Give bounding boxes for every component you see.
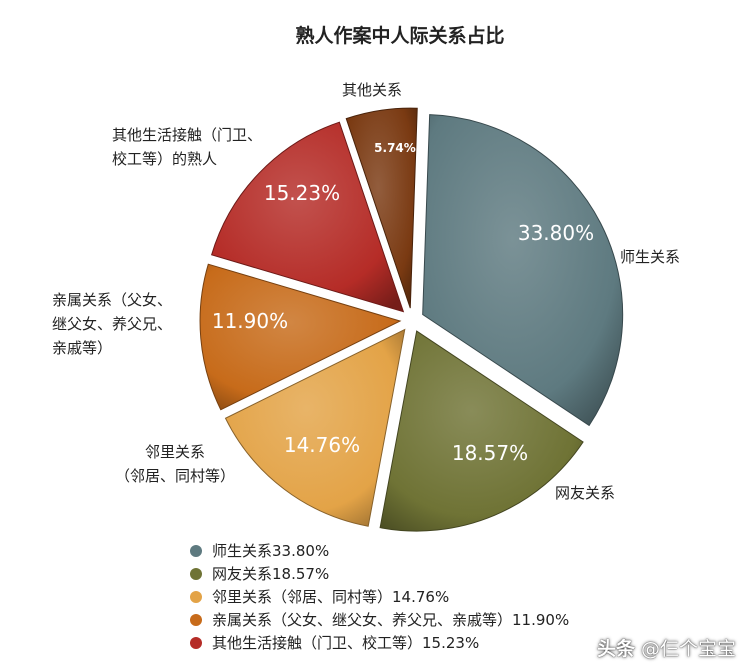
slice-category-label: 亲属关系（父女、	[52, 291, 172, 309]
toutiao-logo: 头条	[596, 638, 635, 660]
pie-slice-4	[199, 263, 402, 411]
legend-entry: 亲属关系（父女、继父女、养父兄、亲戚等）11.90%	[212, 611, 569, 629]
pie-slices	[199, 107, 624, 532]
slice-category-label: 师生关系	[620, 248, 680, 266]
legend-entry: 其他生活接触（门卫、校工等）15.23%	[212, 634, 479, 652]
slice-category-label: 网友关系	[555, 484, 615, 502]
slice-category-label: 亲戚等）	[52, 339, 112, 357]
slice-percent-label: 15.23%	[264, 181, 340, 205]
slice-category-label: 邻里关系	[145, 443, 205, 461]
legend-entry: 网友关系18.57%	[212, 565, 329, 583]
legend-entry: 邻里关系（邻居、同村等）14.76%	[212, 588, 449, 606]
legend-swatch	[190, 614, 202, 626]
pie-slice-2	[379, 330, 584, 532]
watermark-handle: @仨个宝宝	[640, 638, 736, 660]
slice-percent-label: 14.76%	[284, 433, 360, 457]
slice-category-label: 继父女、养父兄、	[52, 315, 172, 333]
slice-category-label: 其他生活接触（门卫、	[112, 126, 262, 144]
slice-percent-label: 33.80%	[518, 221, 594, 245]
pie-labels: 33.80% 师生关系 18.57% 网友关系 14.76% 邻里关系 （邻居、同村等） 11…	[52, 81, 680, 502]
watermark: 头条 @仨个宝宝	[597, 634, 736, 661]
slice-percent-label: 11.90%	[212, 309, 288, 333]
legend-swatch	[190, 545, 202, 557]
chart-title: 熟人作案中人际关系占比	[295, 24, 504, 47]
pie-slice-3	[224, 328, 406, 527]
pie-slice-6	[345, 107, 418, 309]
slice-category-label: 校工等）的熟人	[112, 150, 217, 168]
slice-category-label: 其他关系	[342, 81, 402, 99]
legend-swatch	[190, 637, 202, 649]
slice-percent-label: 5.74%	[374, 141, 416, 155]
legend-swatch	[190, 568, 202, 580]
slice-category-label: （邻居、同村等）	[115, 467, 235, 485]
legend-swatch	[190, 591, 202, 603]
legend: 师生关系33.80% 网友关系18.57% 邻里关系（邻居、同村等）14.76% 亲属…	[190, 542, 569, 652]
legend-entry: 师生关系33.80%	[212, 542, 329, 560]
slice-percent-label: 18.57%	[452, 441, 528, 465]
pie-slice-5	[210, 121, 405, 313]
pie-slice-1	[422, 114, 624, 427]
